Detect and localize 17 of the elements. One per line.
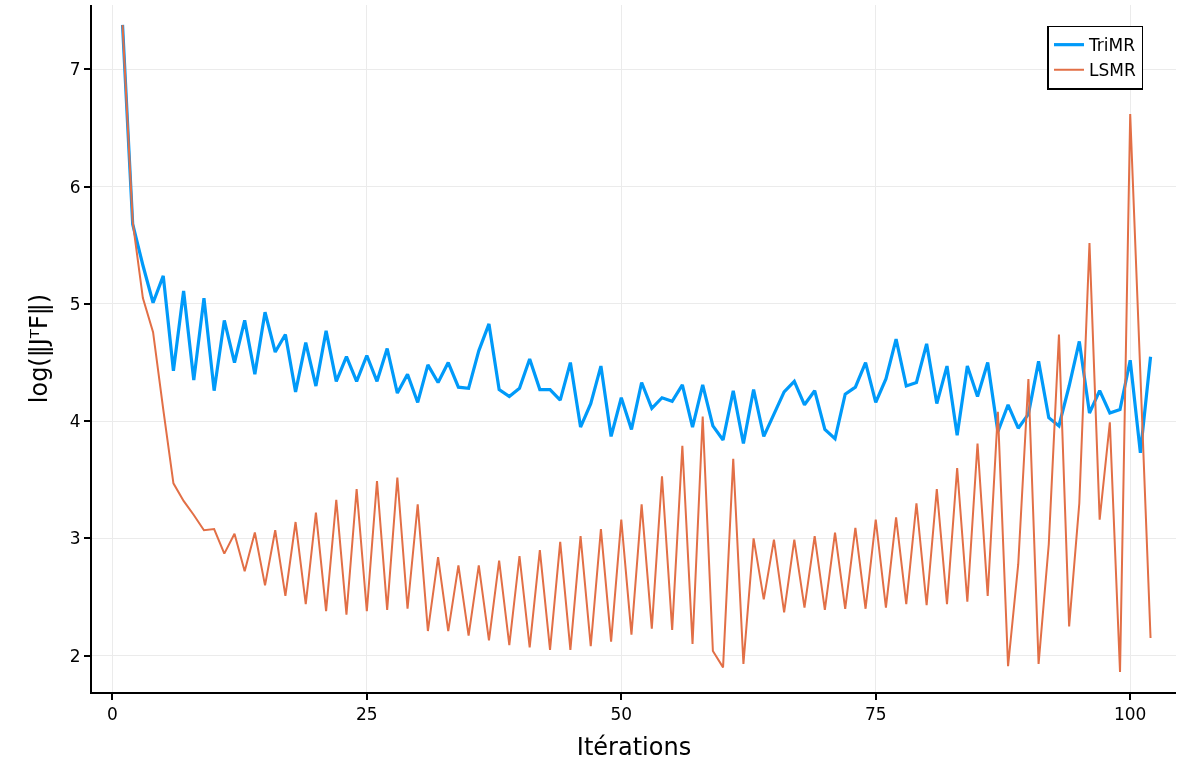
x-tick-label: 50 [610,704,633,725]
legend-label: LSMR [1088,60,1136,81]
x-axis-title: Itérations [576,733,692,762]
x-tick-label: 25 [356,704,378,725]
legend-label: TriMR [1087,35,1136,56]
x-tick-label: 0 [106,704,118,725]
y-axis-title: log(‖JᵀF‖) [25,293,54,404]
x-tick-label: 100 [1113,704,1147,725]
y-tick-label: 5 [69,293,81,314]
y-tick-label: 2 [69,645,81,666]
line-series [121,23,1152,674]
y-tick-label: 4 [69,411,81,432]
y-tick-label: 3 [69,528,81,549]
x-tick-label: 75 [864,704,887,725]
line-series [120,23,1153,455]
y-tick-label: 6 [69,176,81,197]
y-tick-label: 7 [69,59,81,80]
